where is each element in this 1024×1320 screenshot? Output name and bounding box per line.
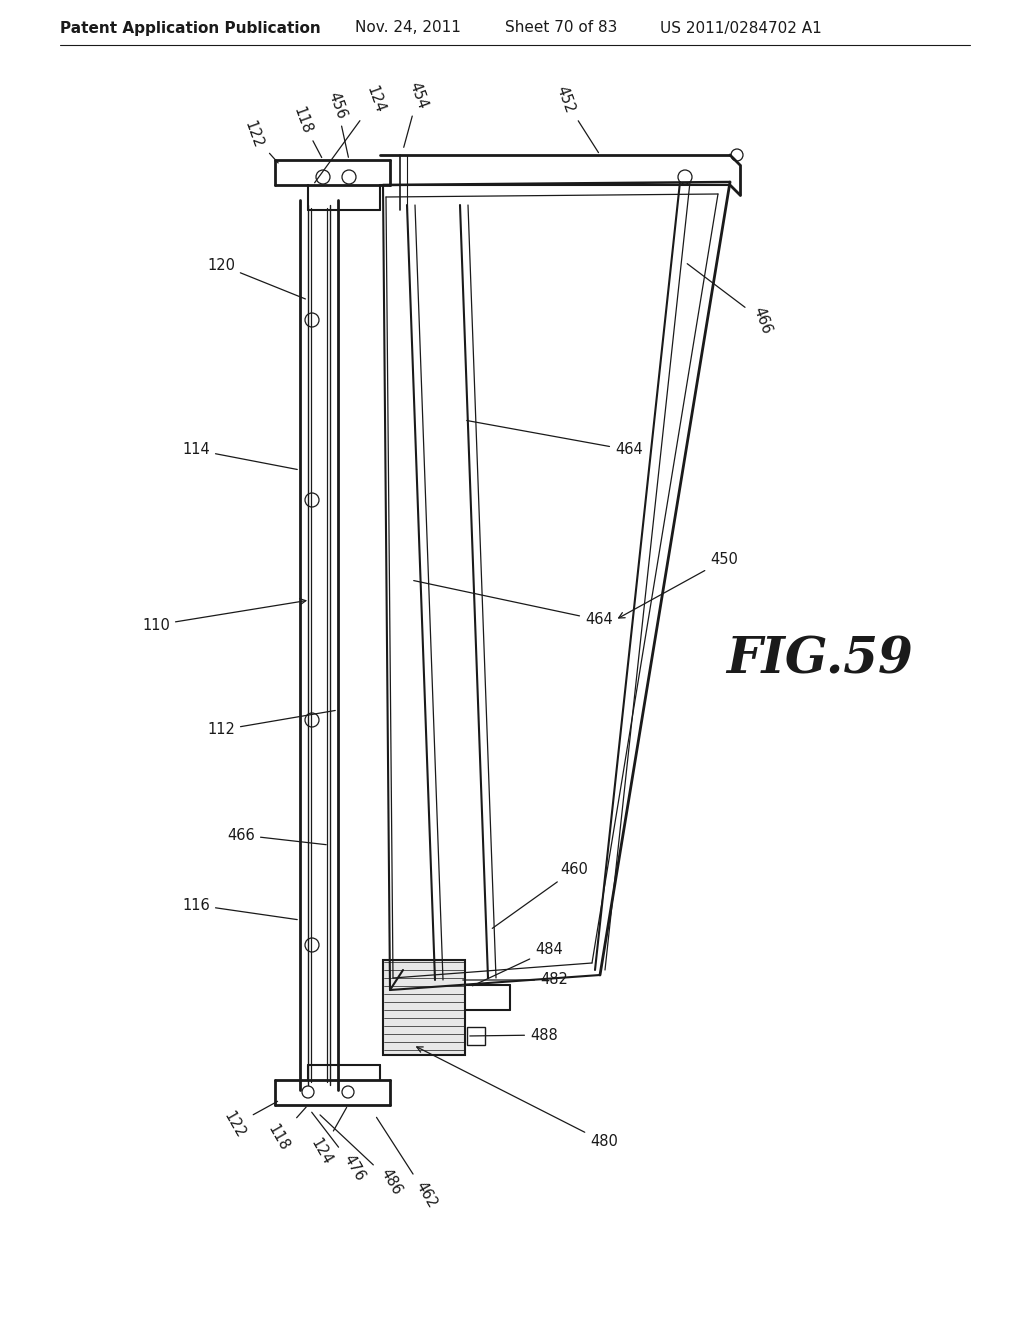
Text: 114: 114 (182, 442, 297, 470)
Text: 484: 484 (472, 942, 563, 986)
Bar (383, 960, 465, 1055)
Text: FIG.59: FIG.59 (727, 635, 913, 685)
Text: 488: 488 (470, 1027, 558, 1043)
Text: 120: 120 (207, 257, 305, 298)
Text: 464: 464 (467, 421, 643, 458)
Text: 482: 482 (463, 973, 568, 987)
Bar (467, 1027, 485, 1045)
Text: Patent Application Publication: Patent Application Publication (60, 21, 321, 36)
Text: Nov. 24, 2011: Nov. 24, 2011 (355, 21, 461, 36)
Text: 476: 476 (311, 1113, 368, 1184)
Text: 486: 486 (321, 1115, 406, 1197)
Text: 460: 460 (493, 862, 588, 928)
Text: 466: 466 (227, 828, 327, 845)
Text: 466: 466 (687, 264, 773, 335)
Text: 112: 112 (207, 710, 335, 738)
Text: 118: 118 (290, 104, 322, 157)
Text: 462: 462 (377, 1117, 440, 1210)
Text: 464: 464 (414, 581, 612, 627)
Text: 480: 480 (417, 1047, 617, 1150)
Text: 116: 116 (182, 898, 297, 920)
Text: 118: 118 (265, 1107, 306, 1154)
Text: 124: 124 (314, 84, 387, 182)
Text: 454: 454 (403, 79, 430, 148)
Text: 450: 450 (618, 553, 738, 618)
Text: 122: 122 (242, 119, 279, 162)
Text: 124: 124 (308, 1107, 347, 1168)
Text: 452: 452 (553, 84, 598, 153)
Text: 122: 122 (221, 1101, 278, 1140)
Text: US 2011/0284702 A1: US 2011/0284702 A1 (660, 21, 821, 36)
Text: Sheet 70 of 83: Sheet 70 of 83 (505, 21, 617, 36)
Text: 456: 456 (326, 90, 349, 157)
Text: 110: 110 (142, 599, 306, 632)
